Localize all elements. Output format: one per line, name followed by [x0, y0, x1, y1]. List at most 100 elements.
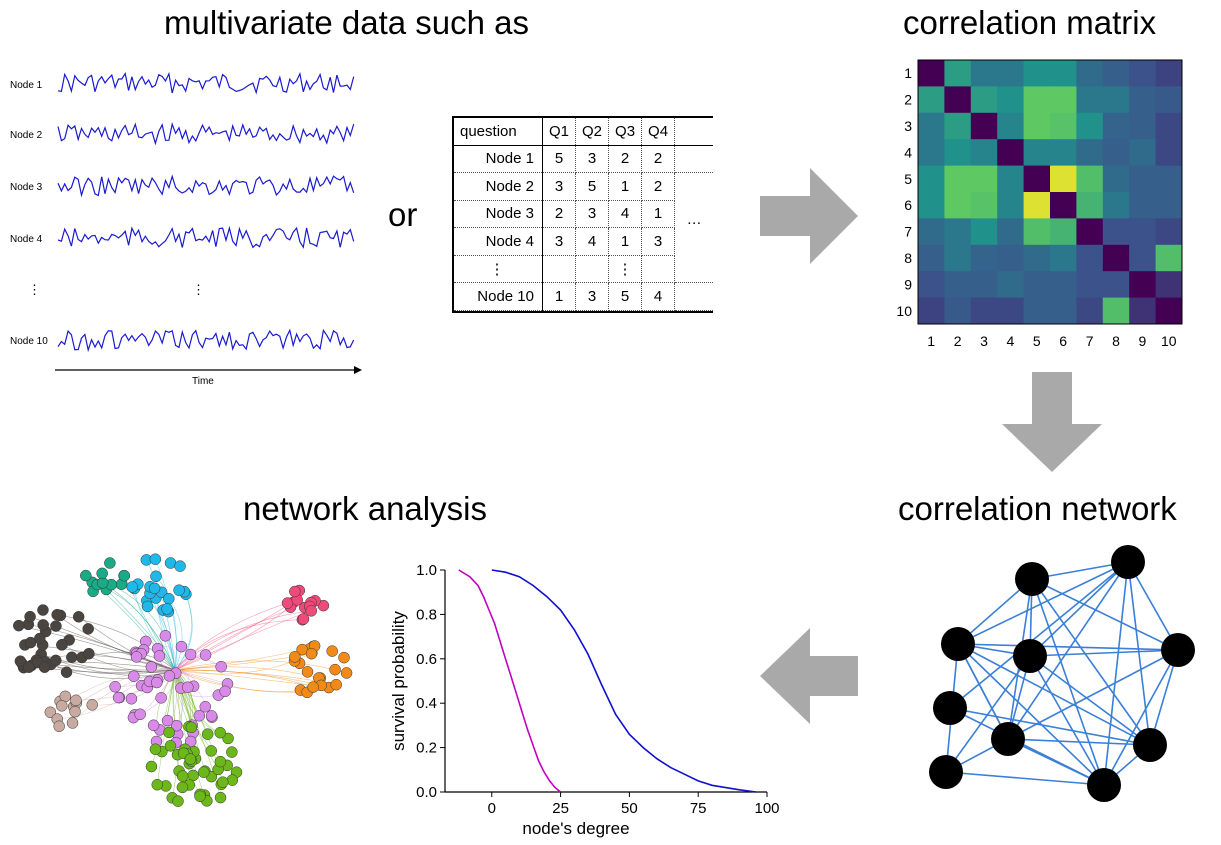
matrix-cell — [1129, 192, 1157, 219]
network-node — [109, 680, 121, 693]
x-tick-label: 50 — [621, 800, 638, 817]
network-node — [80, 569, 92, 582]
network-node — [104, 557, 116, 569]
matrix-cell — [997, 86, 1025, 114]
correlation-edge — [1007, 738, 1105, 786]
matrix-cell — [1129, 244, 1157, 272]
matrix-cell — [1050, 271, 1077, 299]
network-node — [69, 705, 81, 718]
matrix-cell — [970, 271, 998, 299]
matrix-col-label: 1 — [927, 333, 935, 349]
time-series-lines — [57, 71, 355, 353]
network-node — [72, 611, 85, 623]
matrix-row-label: 5 — [904, 171, 912, 187]
matrix-cell — [997, 192, 1025, 219]
matrix-cell — [1129, 218, 1157, 246]
network-node — [329, 663, 341, 676]
matrix-cell — [1050, 297, 1077, 325]
network-node — [23, 661, 35, 673]
table-cell: 2 — [641, 172, 676, 201]
network-node — [205, 745, 218, 757]
matrix-cell — [1155, 165, 1183, 193]
correlation-edge — [1007, 738, 1151, 746]
network-node — [226, 774, 239, 786]
correlation-edge — [1031, 578, 1179, 651]
matrix-col-label: 4 — [1007, 333, 1015, 349]
matrix-cell — [1129, 86, 1157, 114]
matrix-cell — [1076, 112, 1104, 140]
network-node — [112, 691, 125, 704]
network-node — [215, 660, 227, 673]
network-edge — [134, 588, 176, 671]
correlation-node — [929, 755, 963, 789]
matrix-cell — [1155, 86, 1183, 114]
table-cell: 3 — [641, 227, 676, 256]
matrix-cell — [944, 112, 972, 140]
network-node — [201, 728, 214, 740]
matrix-cell — [1076, 244, 1104, 272]
table-cell: 3 — [575, 145, 610, 173]
matrix-cell — [1155, 60, 1183, 87]
table-header-row: question Q1 Q2 Q3 Q4 — [454, 118, 714, 146]
table-cell: 2 — [608, 145, 643, 173]
correlation-node — [1133, 728, 1167, 762]
network-node — [173, 584, 185, 596]
matrix-col-label: 8 — [1112, 333, 1120, 349]
correlation-node — [1015, 562, 1049, 596]
ts-label-node-4: Node 4 — [10, 234, 43, 245]
table-cell: Node 4 — [454, 227, 543, 256]
correlation-edge — [957, 643, 1105, 786]
correlation-node — [1013, 639, 1047, 673]
matrix-cell — [1076, 297, 1104, 325]
network-edge — [151, 669, 176, 767]
network-node — [145, 760, 158, 773]
matrix-cell — [918, 192, 945, 219]
matrix-cell — [1155, 192, 1183, 219]
y-tick-label: 0.2 — [416, 740, 437, 757]
matrix-cell — [944, 60, 972, 87]
network-node — [155, 692, 167, 704]
x-tick-label: 0 — [488, 800, 496, 817]
network-node — [305, 647, 318, 660]
network-node — [126, 581, 138, 593]
heading-multivariate: multivariate data such as — [164, 4, 530, 41]
network-node — [51, 608, 63, 621]
correlation-edge — [945, 771, 1105, 786]
table-cell: 1 — [542, 282, 577, 311]
matrix-row-label: 3 — [904, 118, 912, 134]
matrix-cell — [997, 297, 1025, 325]
y-tick-label: 0.4 — [416, 695, 437, 712]
network-node — [219, 685, 231, 698]
network-node — [86, 699, 98, 711]
correlation-node — [933, 691, 967, 725]
table-cell — [675, 228, 714, 256]
network-node — [153, 650, 166, 662]
correlation-matrix: 1 1 2 2 3 3 4 4 5 5 6 6 7 7 8 8 9 9 10 10 — [896, 59, 1183, 349]
correlation-edge — [1031, 578, 1105, 786]
table-cell — [575, 255, 610, 283]
matrix-cell — [1155, 297, 1183, 325]
table-cell — [674, 255, 714, 283]
correlation-edge — [1029, 649, 1179, 657]
time-axis-label: Time — [192, 376, 214, 387]
time-series-line — [57, 328, 355, 353]
time-axis-arrowhead — [354, 366, 362, 374]
matrix-cell — [944, 86, 972, 114]
network-node — [14, 655, 27, 667]
ts-vdots-mid: ⋮ — [192, 282, 205, 297]
network-node — [148, 582, 161, 595]
matrix-col-label: 2 — [954, 333, 962, 349]
network-node — [44, 706, 57, 719]
network-node — [163, 592, 175, 605]
network-node — [170, 719, 183, 732]
matrix-row-label: 6 — [904, 197, 912, 213]
network-node — [24, 610, 36, 623]
correlation-edge — [1029, 561, 1129, 657]
table-cell: Node 3 — [454, 200, 543, 228]
correlation-edge — [957, 561, 1129, 645]
correlation-node — [1161, 633, 1195, 667]
matrix-cell — [970, 139, 998, 167]
network-node — [130, 651, 143, 663]
matrix-row-label: 10 — [896, 303, 912, 319]
network-node — [305, 605, 318, 617]
